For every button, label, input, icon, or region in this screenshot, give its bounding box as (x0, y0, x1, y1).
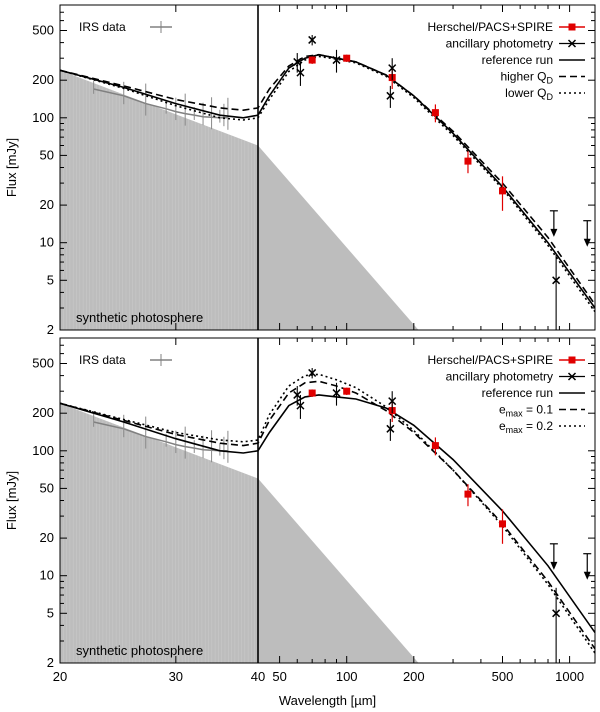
y-tick-label: 20 (40, 197, 54, 212)
y-tick-label: 200 (32, 72, 54, 87)
y-axis-label: Flux [mJy] (4, 471, 19, 530)
y-tick-label: 200 (32, 405, 54, 420)
herschel-point (343, 54, 351, 62)
legend-label: reference run (482, 386, 553, 400)
x-tick-label: 1000 (555, 669, 584, 684)
ancillary-point (332, 56, 341, 65)
legend-label: Herschel/PACS+SPIRE (428, 20, 554, 34)
herschel-point (464, 157, 472, 165)
herschel-point (431, 442, 439, 450)
upper-limit-arrow (583, 571, 591, 580)
irs-legend-label: IRS data (79, 20, 126, 34)
herschel-point (464, 490, 472, 498)
y-tick-label: 2 (47, 322, 54, 337)
x-tick-label: 50 (272, 669, 286, 684)
model-curve-dashed (60, 380, 595, 650)
x-tick-label: 100 (336, 669, 358, 684)
y-tick-label: 2 (47, 655, 54, 670)
legend-label: emax = 0.2 (499, 419, 553, 435)
y-tick-label: 50 (40, 480, 54, 495)
photosphere-label: synthetic photosphere (76, 643, 203, 658)
y-tick-label: 20 (40, 530, 54, 545)
y-tick-label: 5 (47, 605, 54, 620)
model-curve-dashed (60, 53, 595, 305)
plot-area (60, 338, 595, 663)
upper-limit-arrow (583, 238, 591, 247)
legend-label: emax = 0.1 (499, 403, 553, 419)
x-axis-label: Wavelength [µm] (279, 693, 376, 708)
ancillary-point (296, 401, 305, 410)
panel-top: 2 5 10 20 50 100 200 500 Flux [mJy] synthetic pho… (4, 4, 596, 337)
ancillary-point (386, 91, 395, 100)
ancillary-point (552, 609, 561, 618)
y-tick-label: 500 (32, 355, 54, 370)
panel-bottom: 2 5 10 20 50 100 200 500 20 30 40 50 100 200 500 1000 Fl… (4, 337, 596, 708)
y-tick-label: 500 (32, 22, 54, 37)
legend-swatch-herschel (568, 23, 576, 31)
y-tick-label: 5 (47, 272, 54, 287)
y-tick-label: 100 (32, 443, 54, 458)
y-tick-label: 10 (40, 235, 54, 250)
photosphere-label: synthetic photosphere (76, 310, 203, 325)
y-tick-label: 50 (40, 147, 54, 162)
ancillary-point (388, 64, 397, 73)
upper-limit-arrow (550, 228, 558, 237)
ancillary-point (388, 397, 397, 406)
legend-label: ancillary photometry (446, 370, 553, 384)
ancillary-point (552, 276, 561, 285)
herschel-point (431, 109, 439, 117)
legend-swatch-herschel (568, 356, 576, 364)
x-tick-label: 200 (403, 669, 425, 684)
y-tick-label: 10 (40, 568, 54, 583)
x-tick-label: 40 (251, 669, 265, 684)
legend-label: Herschel/PACS+SPIRE (428, 353, 554, 367)
x-tick-label: 20 (53, 669, 67, 684)
irs-data-line (93, 88, 228, 119)
legend-label: higher QD (500, 70, 553, 86)
legend-label: ancillary photometry (446, 37, 553, 51)
ancillary-point (386, 424, 395, 433)
ancillary-point (293, 390, 302, 399)
photosphere-area (60, 403, 419, 663)
legend-swatch-ancillary (567, 372, 577, 381)
herschel-point (308, 56, 316, 64)
legend-swatch-ancillary (567, 39, 577, 48)
herschel-point (499, 187, 507, 195)
ancillary-point (293, 57, 302, 66)
herschel-point (308, 389, 316, 397)
y-tick-label: 100 (32, 110, 54, 125)
ancillary-point (332, 389, 341, 398)
herschel-point (499, 520, 507, 528)
irs-legend-label: IRS data (79, 353, 126, 367)
herschel-point (343, 387, 351, 395)
plot-area (60, 5, 595, 330)
legend-label: lower QD (505, 86, 553, 102)
ancillary-point (296, 68, 305, 77)
x-tick-label: 30 (169, 669, 183, 684)
photosphere-area (60, 70, 419, 330)
y-axis-label: Flux [mJy] (4, 138, 19, 197)
ancillary-point (308, 35, 317, 44)
upper-limit-arrow (550, 561, 558, 570)
x-tick-label: 500 (492, 669, 514, 684)
ancillary-point (308, 368, 317, 377)
legend-label: reference run (482, 53, 553, 67)
